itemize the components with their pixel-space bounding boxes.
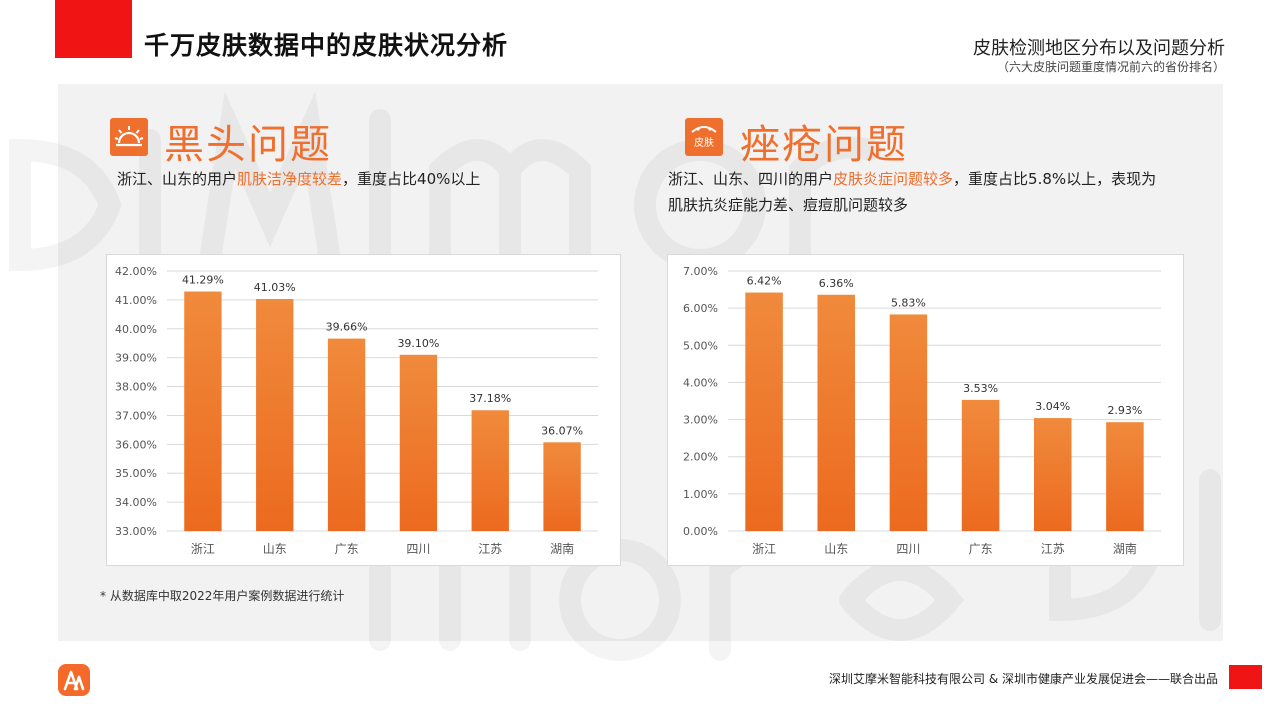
bar [1106, 422, 1144, 531]
section-subtitle: （六大皮肤问题重度情况前六的省份排名） [996, 60, 1225, 74]
x-tick-label: 四川 [406, 542, 430, 556]
section-title: 皮肤检测地区分布以及问题分析 [973, 38, 1225, 59]
y-tick-label: 35.00% [115, 467, 157, 480]
y-tick-label: 33.00% [115, 525, 157, 538]
left-desc-after: ，重度占比40%以上 [342, 170, 481, 188]
y-tick-label: 7.00% [683, 265, 718, 278]
right-desc-after: ，重度占比5.8%以上，表现为肌肤抗炎症能力差、痘痘肌问题较多 [668, 170, 1157, 214]
blackhead-chart: 33.00% 34.00% 35.00% 36.00% 37.00% 38.00% 39.0… [106, 254, 621, 566]
x-tick-label: 四川 [896, 542, 920, 556]
y-tick-label: 3.00% [683, 414, 718, 427]
data-label: 39.10% [397, 337, 439, 350]
x-tick-label: 江苏 [478, 542, 502, 556]
x-tick-label: 江苏 [1041, 542, 1065, 556]
page-title: 千万皮肤数据中的皮肤状况分析 [144, 31, 509, 60]
x-tick-label: 广东 [335, 542, 359, 556]
y-tick-label: 38.00% [115, 381, 157, 394]
data-label: 5.83% [891, 296, 926, 309]
acne-chart-svg: 0.00% 1.00% 2.00% 3.00% 4.00% 5.00% 6.00% 7.00%… [683, 265, 1161, 556]
acne-chart: 0.00% 1.00% 2.00% 3.00% 4.00% 5.00% 6.00% 7.00%… [667, 254, 1184, 566]
footer-red-block [1229, 665, 1262, 689]
brand-logo [58, 664, 90, 696]
left-desc-highlight: 肌肤洁净度较差 [237, 170, 343, 188]
bar [256, 299, 294, 531]
skin-icon-text: 皮肤 [694, 136, 714, 149]
data-label: 6.36% [819, 277, 854, 290]
bar [889, 314, 928, 531]
bar [961, 399, 1000, 531]
x-tick-label: 湖南 [550, 541, 574, 556]
left-desc-before: 浙江、山东的用户 [117, 170, 238, 188]
y-tick-label: 1.00% [683, 488, 718, 501]
header-red-block [55, 0, 132, 58]
y-tick-label: 2.00% [683, 451, 718, 464]
data-label: 3.04% [1035, 400, 1070, 413]
y-tick-label: 39.00% [115, 352, 157, 365]
footer-credit: 深圳艾摩米智能科技有限公司 & 深圳市健康产业发展促进会——联合出品 [829, 672, 1218, 686]
right-desc-highlight: 皮肤炎症问题较多 [833, 170, 954, 188]
y-tick-label: 36.00% [115, 438, 157, 451]
footnote: * 从数据库中取2022年用户案例数据进行统计 [100, 589, 345, 603]
sun-icon [110, 118, 148, 156]
y-tick-label: 6.00% [683, 302, 718, 315]
data-label: 41.29% [182, 274, 224, 287]
y-tick-label: 41.00% [115, 294, 157, 307]
bar [399, 354, 438, 531]
x-tick-label: 浙江 [191, 542, 215, 556]
left-section-title: 黑头问题 [164, 122, 332, 168]
data-label: 2.93% [1107, 404, 1142, 417]
y-tick-label: 42.00% [115, 265, 157, 278]
y-tick-label: 37.00% [115, 409, 157, 422]
bar [817, 294, 856, 531]
right-section-title: 痤疮问题 [740, 122, 908, 168]
y-tick-label: 0.00% [683, 525, 718, 538]
bar [184, 291, 222, 531]
x-tick-label: 山东 [263, 542, 287, 556]
x-tick-label: 广东 [969, 542, 993, 556]
bar [745, 292, 783, 531]
y-tick-label: 4.00% [683, 376, 718, 389]
x-tick-label: 浙江 [752, 542, 776, 556]
y-tick-label: 5.00% [683, 339, 718, 352]
bar [327, 338, 366, 531]
bar [471, 410, 509, 531]
data-label: 39.66% [326, 321, 368, 334]
x-tick-label: 湖南 [1113, 541, 1137, 556]
right-description: 浙江、山东、四川的用户皮肤炎症问题较多，重度占比5.8%以上，表现为肌肤抗炎症能… [668, 166, 1158, 218]
y-tick-label: 34.00% [115, 496, 157, 509]
data-label: 36.07% [541, 424, 583, 437]
data-label: 6.42% [747, 275, 782, 288]
left-description: 浙江、山东的用户肌肤洁净度较差，重度占比40%以上 [117, 166, 597, 192]
data-label: 41.03% [254, 281, 296, 294]
data-label: 37.18% [469, 392, 511, 405]
skin-icon: 皮肤 [685, 118, 723, 156]
x-tick-label: 山东 [824, 542, 848, 556]
right-desc-before: 浙江、山东、四川的用户 [668, 170, 834, 188]
blackhead-chart-svg: 33.00% 34.00% 35.00% 36.00% 37.00% 38.00% 39.0… [115, 265, 598, 556]
data-label: 3.53% [963, 382, 998, 395]
bar [543, 442, 581, 531]
bar [1033, 418, 1072, 531]
y-tick-label: 40.00% [115, 323, 157, 336]
